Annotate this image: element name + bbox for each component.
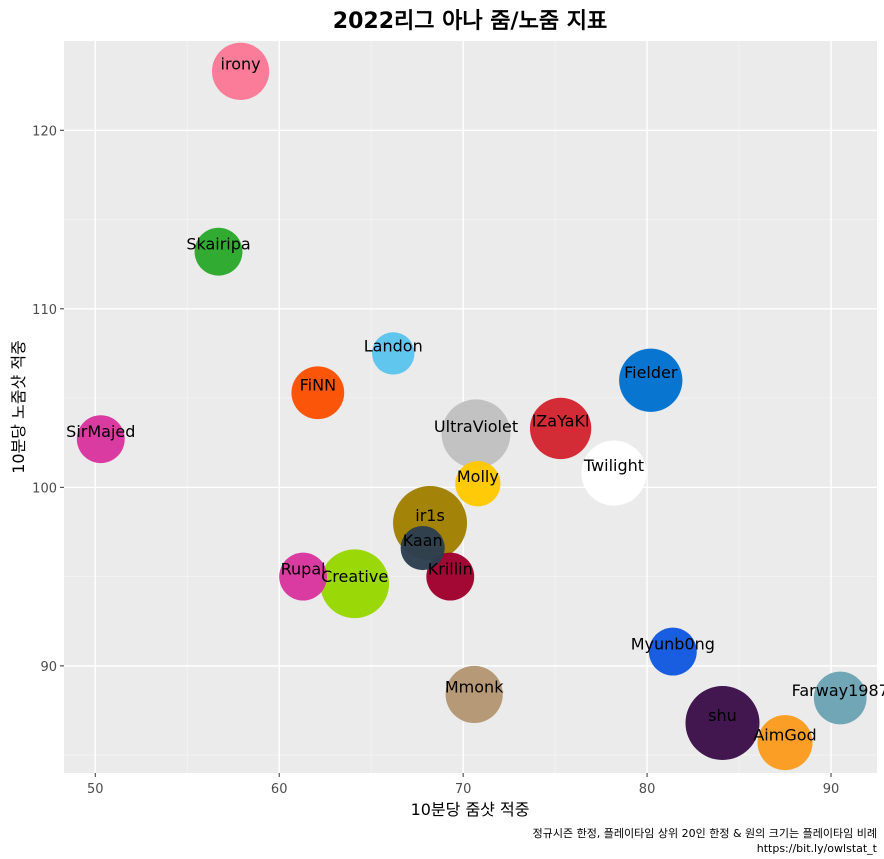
label-landon: Landon (364, 336, 423, 355)
label-myunb0ng: Myunb0ng (631, 635, 715, 654)
label-aimgod: AimGod (753, 726, 816, 745)
x-tick-label: 70 (455, 782, 472, 797)
label-rupal: Rupal (281, 560, 326, 579)
label-fielder: Fielder (624, 363, 678, 382)
bubble-lzayakl (529, 397, 592, 460)
label-farway1987: Farway1987 (792, 681, 884, 700)
label-krillin: Krillin (428, 560, 473, 579)
bubble-twilight (581, 440, 647, 506)
label-kaan: Kaan (403, 531, 443, 550)
bubble-mmonk (445, 665, 503, 724)
label-shu: shu (708, 706, 737, 725)
bubble-kaan (400, 525, 445, 571)
x-tick-label: 60 (271, 782, 288, 797)
bubble-creative (320, 549, 390, 619)
caption-source: https://bit.ly/owlstat_t (757, 842, 878, 855)
label-ir1s: ir1s (415, 506, 445, 525)
point-labels: irony Skairipa Landon FiNN SirMajed UltraViol… (66, 54, 884, 744)
label-creative: Creative (321, 567, 388, 586)
caption-note: 정규시즌 한정, 플레이타임 상위 20인 한정 & 원의 크기는 플레이타임 … (533, 827, 877, 840)
label-skairipa: Skairipa (186, 235, 250, 254)
bubble-finn (291, 366, 345, 420)
y-tick-label: 100 (32, 481, 57, 496)
bubble-farway1987 (813, 671, 867, 725)
label-lzayakl: lZaYaKl (532, 411, 590, 430)
bubble-landon (372, 332, 415, 375)
bubble-krillin (426, 552, 475, 601)
y-tick-label: 90 (40, 660, 57, 675)
x-axis-title: 10분당 줌샷 적중 (411, 800, 530, 819)
y-tick-label: 110 (32, 303, 57, 318)
label-irony: irony (221, 54, 261, 73)
y-axis-title: 10분당 노줌샷 적중 (9, 340, 28, 474)
x-axis-ticks: 50 60 70 80 90 (87, 773, 839, 797)
bubble-myunb0ng (648, 627, 697, 676)
bubble-fielder (619, 348, 683, 412)
y-axis-ticks: 90 100 110 120 (32, 124, 64, 675)
label-mmonk: Mmonk (445, 677, 504, 696)
chart-title: 2022리그 아나 줌/노줌 지표 (333, 9, 607, 34)
bubble-rupal (279, 552, 328, 601)
bubble-shu (685, 686, 760, 761)
x-tick-label: 50 (87, 782, 104, 797)
x-tick-label: 80 (639, 782, 656, 797)
label-molly: Molly (457, 467, 499, 486)
bubble-skairipa (194, 227, 243, 276)
data-points (76, 42, 867, 771)
label-finn: FiNN (300, 376, 336, 395)
label-twilight: Twilight (583, 456, 644, 475)
bubble-irony (211, 42, 270, 100)
x-tick-label: 90 (823, 782, 840, 797)
bubble-sirmajed (76, 415, 125, 464)
y-tick-label: 120 (32, 124, 57, 139)
label-ultraviolet: UltraViolet (434, 417, 518, 436)
bubble-ultraviolet (441, 399, 511, 469)
label-sirmajed: SirMajed (66, 422, 135, 441)
bubble-aimgod (757, 715, 813, 771)
bubble-molly (455, 461, 501, 507)
